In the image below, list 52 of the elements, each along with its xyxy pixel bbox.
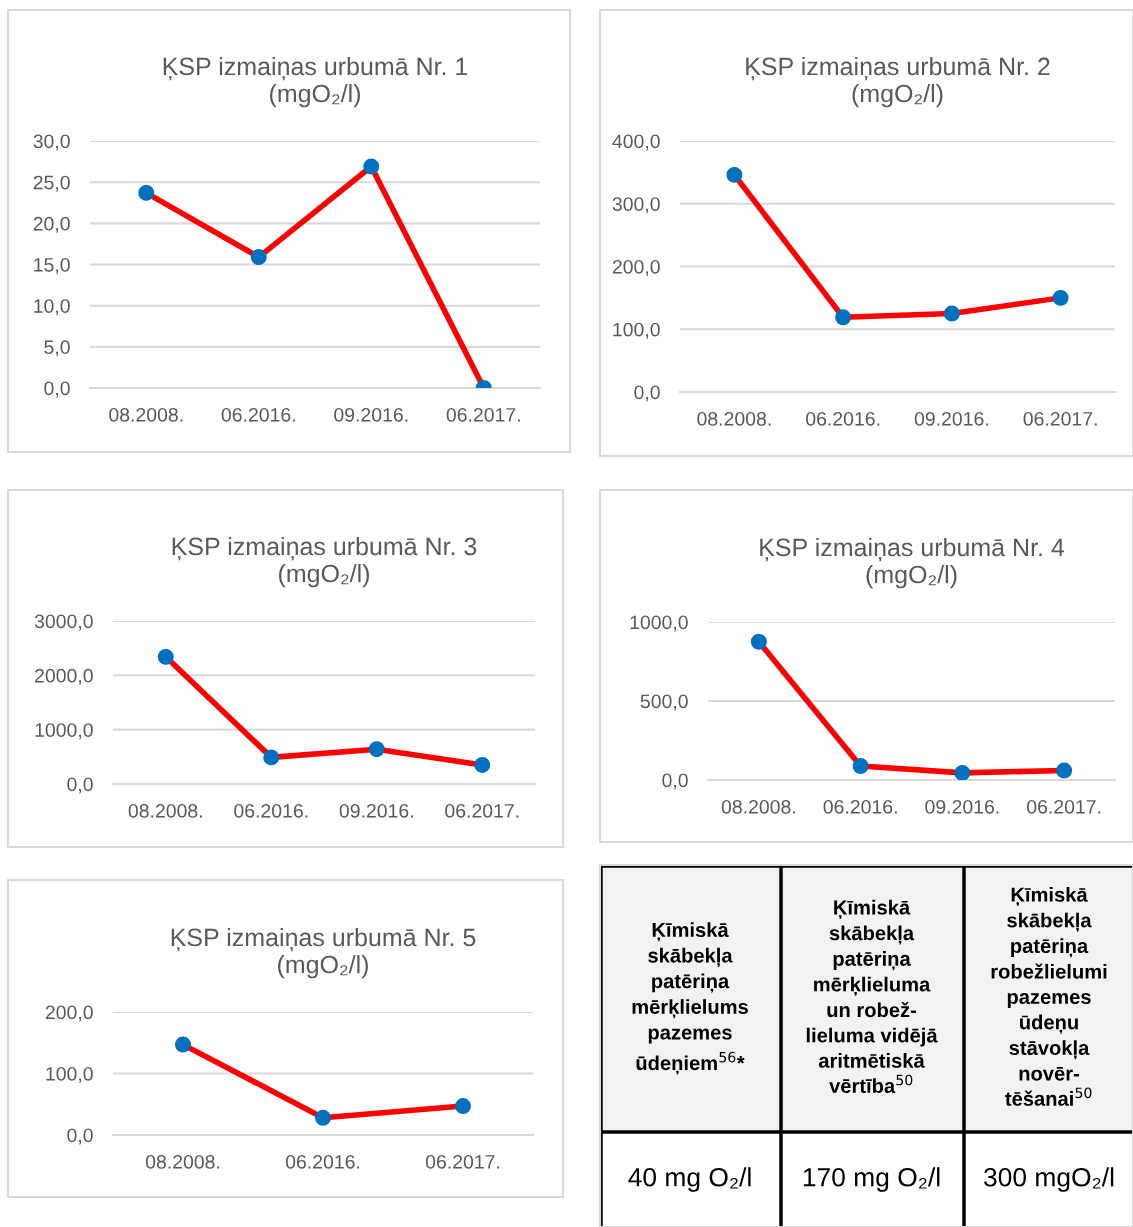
y-tick-label: 300,0 (612, 197, 660, 214)
x-tick-label: 06.2017. (1027, 799, 1101, 814)
y-tick-label: 100,0 (613, 322, 660, 339)
x-tick-label: 08.2008. (145, 1154, 220, 1169)
y-tick-label: 500,0 (640, 694, 688, 711)
text: Ķīmiskā skābekļa patēriņa robežlielumi pazemes ūdeņu stāvokļa novēr- tēšanai$^{50}$ (991, 887, 1107, 1106)
x-tick-label: 09.2016. (925, 799, 999, 814)
y-tick-label: 15,0 (34, 257, 70, 275)
chart-title: ĶSP izmaiņas urbumā Nr. 2 (mgO₂/l) (746, 56, 1050, 108)
x-tick-label: 06.2016. (234, 803, 308, 818)
y-tick-label: 2000,0 (35, 668, 93, 685)
y-tick-label: 0,0 (67, 777, 93, 794)
x-tick-label: 09.2016. (334, 407, 408, 422)
x-tick-label: 08.2008. (697, 411, 771, 426)
y-tick-label: 200,0 (45, 1005, 93, 1022)
chart-title: ĶSP izmaiņas urbumā Nr. 3 (mgO₂/l) (172, 536, 477, 588)
x-tick-label: 06.2016. (221, 407, 295, 422)
y-tick-label: 400,0 (612, 134, 660, 151)
x-tick-label: 06.2016. (823, 799, 897, 814)
text: 170 mg O₂/l (803, 1167, 940, 1192)
x-tick-label: 06.2017. (1023, 411, 1097, 426)
x-tick-label: 08.2008. (128, 803, 202, 818)
text: 40 mg O₂/l (628, 1167, 751, 1192)
x-tick-label: 06.2016. (806, 411, 880, 426)
y-tick-label: 25,0 (33, 175, 70, 192)
x-tick-label: 08.2008. (109, 407, 183, 422)
y-tick-label: 1000,0 (630, 615, 688, 632)
text: Ķīmiskā skābekļa patēriņa mērķlieluma un robež- lieluma vidējā aritmētiskā vērtība$^{50}$ (806, 899, 938, 1094)
y-tick-label: 0,0 (44, 381, 70, 398)
text: Ķīmiskā skābekļa patēriņa mērķlielums pazemes ūdeņiem$^{56}$* (632, 922, 748, 1075)
y-tick-label: 1000,0 (35, 723, 93, 740)
y-tick-label: 5,0 (44, 340, 70, 357)
y-tick-label: 0,0 (67, 1128, 93, 1145)
chart-title: ĶSP izmaiņas urbumā Nr. 5 (mgO₂/l) (171, 927, 476, 979)
y-tick-label: 20,0 (33, 216, 70, 233)
y-tick-label: 0,0 (662, 773, 688, 790)
chart-title: ĶSP izmaiņas urbumā Nr. 4 (mgO₂/l) (760, 537, 1065, 589)
x-tick-label: 08.2008. (721, 799, 795, 814)
x-tick-label: 06.2017. (425, 1154, 500, 1169)
y-tick-label: 200,0 (612, 259, 660, 277)
y-tick-label: 10,0 (34, 299, 70, 316)
y-tick-label: 30,0 (33, 134, 70, 151)
y-tick-label: 100,0 (46, 1066, 93, 1084)
text: 300 mgO₂/l (984, 1167, 1114, 1192)
x-tick-label: 06.2016. (285, 1154, 360, 1169)
x-tick-label: 06.2017. (446, 407, 520, 422)
chart-title: ĶSP izmaiņas urbumā Nr. 1 (mgO₂/l) (163, 56, 468, 108)
y-tick-label: 3000,0 (34, 614, 93, 631)
y-tick-label: 0,0 (634, 385, 660, 402)
x-tick-label: 06.2017. (445, 803, 519, 818)
x-tick-label: 09.2016. (914, 411, 988, 426)
x-tick-label: 09.2016. (339, 803, 413, 818)
